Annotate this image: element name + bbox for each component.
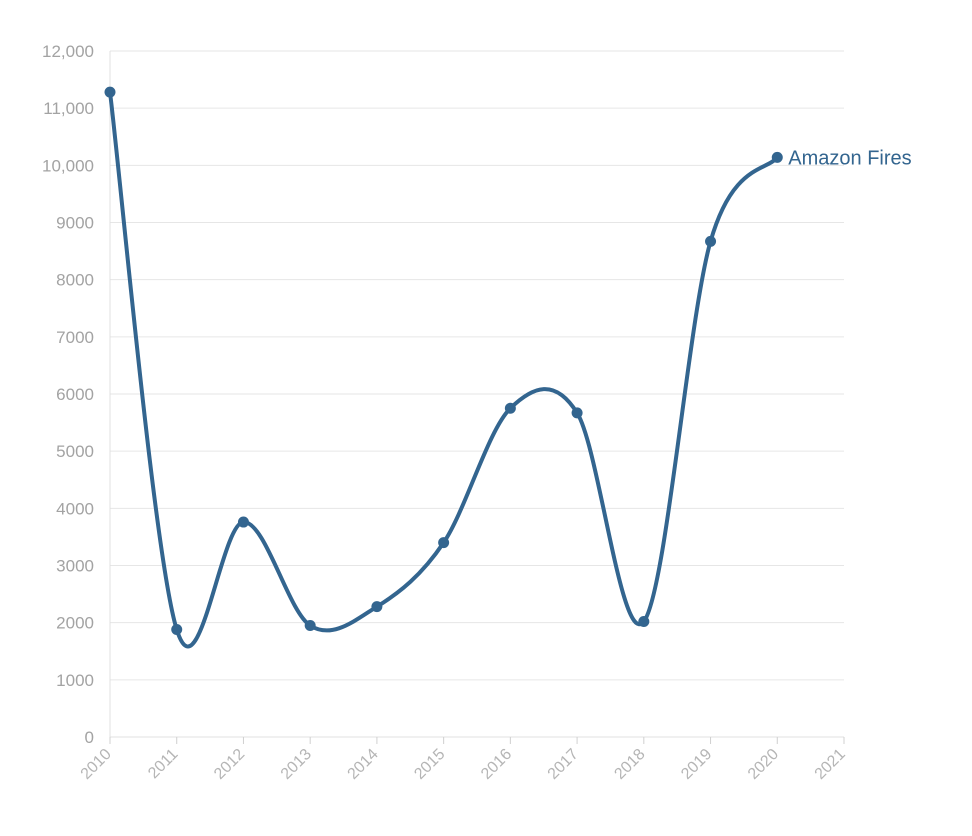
y-tick-label: 8000: [56, 271, 94, 290]
data-point: [438, 537, 450, 549]
data-point: [104, 86, 116, 98]
series-line: [108, 90, 780, 649]
y-tick-label: 6000: [56, 385, 94, 404]
data-point: [171, 624, 183, 636]
y-tick-label: 4000: [56, 499, 94, 518]
x-tick-label: 2011: [145, 746, 181, 782]
x-tick-label: 2020: [745, 746, 782, 783]
x-tick-label: 2016: [478, 746, 515, 783]
x-tick-label: 2021: [812, 746, 849, 783]
data-point: [571, 407, 583, 419]
y-tick-label: 10,000: [42, 156, 94, 175]
x-tick-label: 2013: [278, 746, 315, 783]
data-point: [771, 151, 783, 163]
data-point: [504, 402, 516, 414]
y-gridlines: [110, 50, 844, 681]
data-point: [705, 235, 717, 247]
y-tick-label: 7000: [56, 328, 94, 347]
series-label: Amazon Fires: [788, 147, 911, 169]
data-point: [638, 616, 650, 628]
y-axis: 0 1000 2000 3000 4000 5000 6000 7000 8000 9000 10,…: [42, 42, 111, 747]
data-point: [237, 516, 249, 528]
x-tick-label: 2019: [678, 746, 715, 783]
x-axis: 2010 2011 2012 2013 2014 2015 2016 2017 2018 2019…: [78, 736, 849, 783]
x-tick-label: 2018: [611, 746, 648, 783]
data-point: [304, 620, 316, 632]
series-layer: Amazon Fires: [104, 86, 912, 649]
y-tick-label: 11,000: [43, 99, 94, 118]
x-tick-label: 2015: [411, 746, 448, 783]
y-tick-label: 9000: [56, 214, 94, 233]
data-point: [371, 601, 383, 613]
y-tick-label: 2000: [56, 614, 94, 633]
x-tick-label: 2014: [345, 746, 382, 783]
y-tick-label: 12,000: [42, 42, 94, 61]
y-tick-label: 5000: [56, 442, 94, 461]
y-tick-label: 0: [85, 728, 94, 747]
x-tick-label: 2012: [211, 746, 248, 783]
x-tick-label: 2017: [545, 746, 582, 783]
x-tick-label: 2010: [78, 746, 115, 783]
y-tick-label: 1000: [56, 671, 94, 690]
y-tick-label: 3000: [56, 557, 94, 576]
